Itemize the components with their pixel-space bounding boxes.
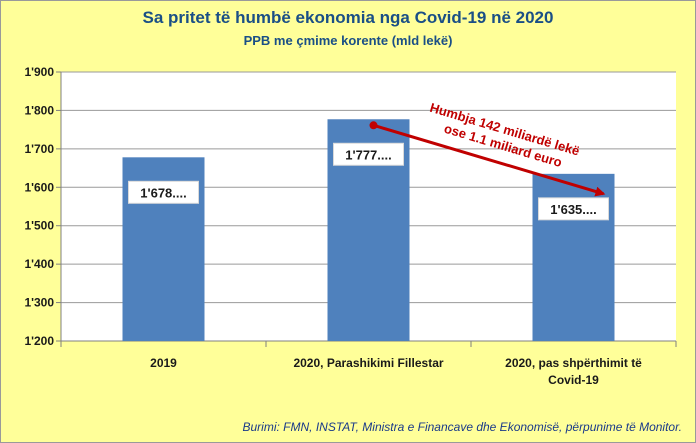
- y-tick-label: 1'600: [24, 180, 54, 194]
- data-label-box: [128, 180, 199, 204]
- chart-subtitle: PPB me çmime korente (mld lekë): [243, 33, 453, 48]
- data-label: 1'678....: [140, 185, 186, 200]
- y-tick-label: 1'500: [24, 219, 54, 233]
- x-category-label: 2020, pas shpërthimit të: [505, 356, 642, 370]
- arrow-line: [373, 123, 606, 197]
- chart-title: Sa pritet të humbë ekonomia nga Covid-19…: [142, 8, 554, 27]
- y-tick-label: 1'400: [24, 257, 54, 271]
- x-category-label: 2019: [150, 356, 177, 370]
- y-tick-label: 1'900: [24, 65, 54, 79]
- x-category-label: Covid-19: [548, 373, 599, 387]
- y-tick-label: 1'800: [24, 103, 54, 117]
- data-label: 1'777....: [345, 147, 391, 162]
- x-category-label: 2020, Parashikimi Fillestar: [293, 356, 443, 370]
- data-label: 1'635....: [550, 202, 596, 217]
- source-note: Burimi: FMN, INSTAT, Ministra e Financav…: [242, 420, 683, 434]
- y-tick-label: 1'200: [24, 334, 54, 348]
- data-label-box: [538, 197, 609, 221]
- data-label-box: [333, 142, 404, 166]
- y-tick-label: 1'700: [24, 142, 54, 156]
- y-tick-label: 1'300: [24, 296, 54, 310]
